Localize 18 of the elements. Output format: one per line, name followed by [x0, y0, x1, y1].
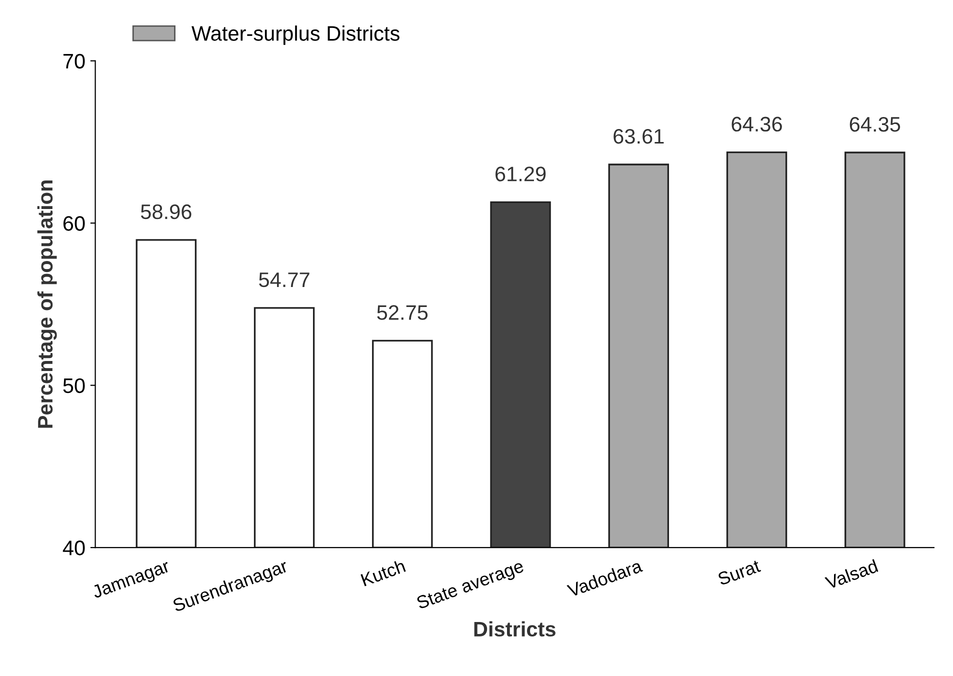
data-label: 64.35 [850, 116, 900, 132]
data-label: 61.29 [496, 166, 546, 182]
legend-label: Water-surplus Districts [192, 26, 400, 45]
data-label: 63.61 [614, 128, 664, 144]
x-tick-label: State average [416, 559, 526, 613]
data-label: 58.96 [140, 204, 192, 220]
data-label: 64.36 [732, 116, 782, 132]
y-tick-label: 40 [62, 540, 85, 556]
x-tick-label: Kutch [360, 559, 406, 586]
y-axis-title: Percentage of population [37, 180, 57, 428]
x-tick-label: Surat [717, 559, 762, 586]
y-tick-label: 70 [63, 54, 85, 69]
x-tick-label: Valsad [824, 559, 878, 590]
y-tick-label: 50 [63, 378, 85, 394]
data-label: 52.75 [377, 305, 428, 320]
x-axis-title: Districts [474, 621, 556, 637]
y-tick-label: 60 [63, 216, 85, 231]
data-label: 54.77 [259, 272, 310, 288]
